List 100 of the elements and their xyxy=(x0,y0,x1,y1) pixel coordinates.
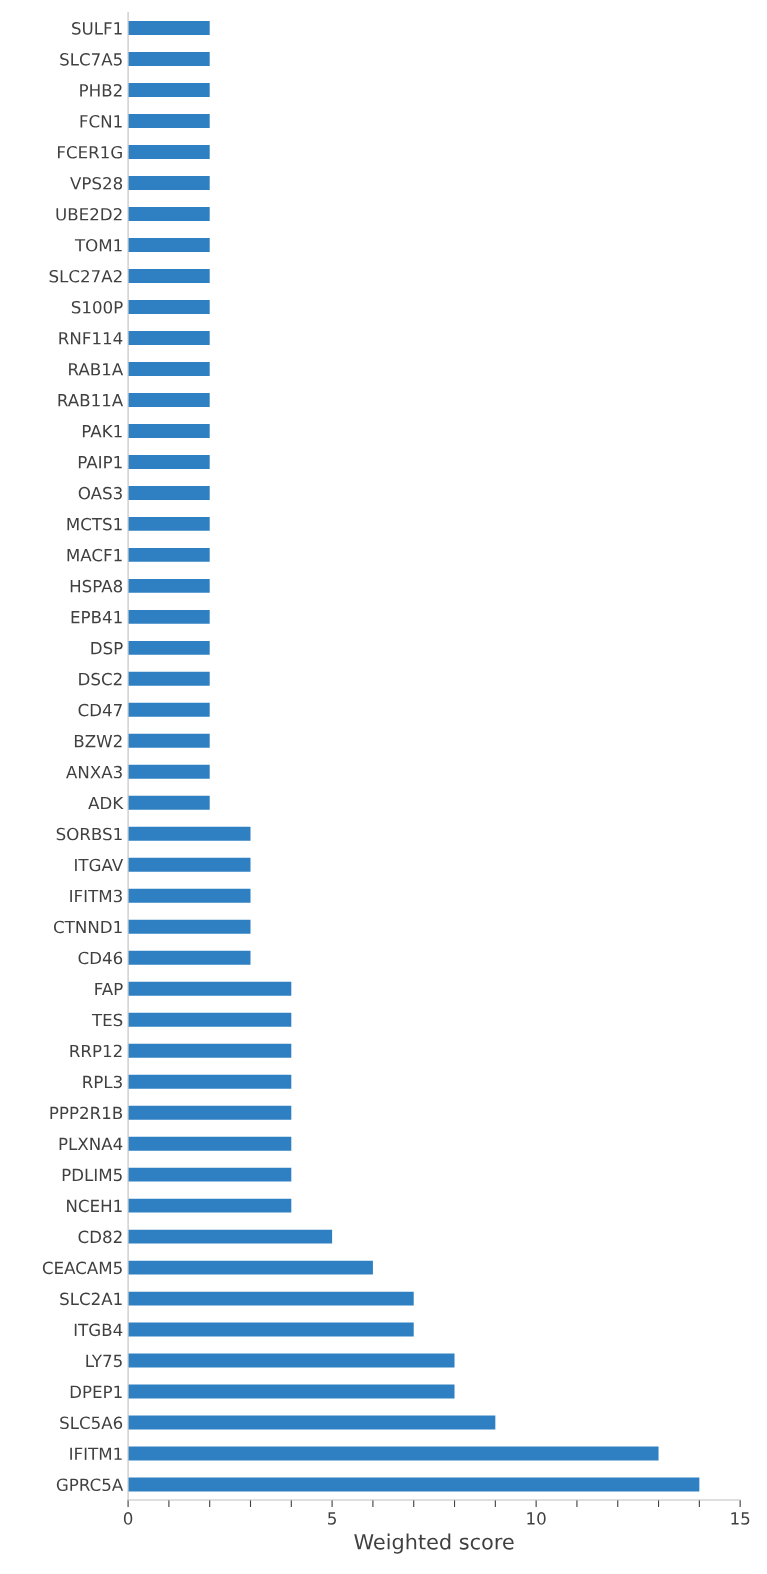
bar xyxy=(128,1043,292,1058)
y-tick-label: CD82 xyxy=(78,1230,122,1244)
bar xyxy=(128,1198,292,1213)
y-tick-label: OAS3 xyxy=(78,486,122,500)
y-tick-label: CD46 xyxy=(78,951,123,965)
y-tick-label: DPEP1 xyxy=(70,1385,122,1398)
y-tick-label: PPP2R1B xyxy=(50,1106,123,1119)
y-tick-label: RNF114 xyxy=(59,332,123,345)
bar xyxy=(128,485,210,500)
y-tick-label: MACF1 xyxy=(67,548,122,562)
y-tick-label: PDLIM5 xyxy=(62,1168,122,1182)
bar xyxy=(128,981,292,996)
bar xyxy=(128,454,210,469)
bar xyxy=(128,1477,700,1492)
y-tick-label: PAK1 xyxy=(82,425,122,438)
y-tick-label: SLC5A6 xyxy=(60,1416,123,1430)
bar xyxy=(128,1353,455,1368)
bar xyxy=(128,640,210,655)
bar xyxy=(128,795,210,810)
bar xyxy=(128,1229,333,1244)
y-tick-label: RAB11A xyxy=(58,394,124,407)
bar xyxy=(128,1012,292,1027)
y-tick-label: DSP xyxy=(91,641,123,655)
y-tick-label: CD47 xyxy=(78,703,122,717)
y-tick-label: VPS28 xyxy=(70,176,123,190)
bar xyxy=(128,1074,292,1089)
y-tick-label: PLXNA4 xyxy=(59,1137,123,1150)
bar xyxy=(128,1415,496,1430)
y-tick-label: DSC2 xyxy=(79,672,122,686)
y-tick-label: ADK xyxy=(88,796,124,810)
y-tick-label: RRP12 xyxy=(70,1044,122,1058)
bar xyxy=(128,888,251,903)
bar xyxy=(128,176,210,190)
y-tick-label: RAB1A xyxy=(69,363,124,376)
bar xyxy=(128,516,210,531)
bar xyxy=(128,423,210,438)
bar xyxy=(128,609,210,624)
y-tick-label: FCN1 xyxy=(80,115,122,128)
y-tick-label: S100P xyxy=(71,300,123,314)
bar xyxy=(128,857,251,872)
bar xyxy=(128,300,210,314)
y-tick-label: PHB2 xyxy=(80,84,122,97)
y-tick-label: SLC27A2 xyxy=(49,269,122,283)
y-tick-label: EPB41 xyxy=(71,611,122,624)
bar xyxy=(128,145,210,160)
y-tick-label: NCEH1 xyxy=(67,1199,122,1213)
y-tick-label: SORBS1 xyxy=(56,827,122,841)
bar xyxy=(128,1384,455,1399)
bar xyxy=(128,52,210,67)
bar xyxy=(128,578,210,593)
y-tick-label: ITGB4 xyxy=(74,1323,123,1337)
bar xyxy=(128,764,210,779)
x-tick-label: 5 xyxy=(328,1512,336,1525)
bar xyxy=(128,269,210,283)
x-tick-label: 15 xyxy=(731,1512,750,1525)
bar xyxy=(128,207,210,221)
bar xyxy=(128,392,210,407)
y-tick-label: GPRC5A xyxy=(56,1478,124,1492)
bar xyxy=(128,1105,292,1120)
y-tick-label: FCER1G xyxy=(58,146,122,159)
bar xyxy=(128,238,210,252)
bar xyxy=(128,83,210,98)
y-tick-label: RPL3 xyxy=(83,1075,122,1089)
x-tick-label: 10 xyxy=(527,1512,546,1525)
y-tick-label: IFITM3 xyxy=(70,889,122,903)
y-tick-label: UBE2D2 xyxy=(56,207,122,221)
y-tick-label: MCTS1 xyxy=(67,517,122,531)
bar xyxy=(128,21,210,36)
x-tick-label: 0 xyxy=(123,1512,133,1525)
y-tick-label: LY75 xyxy=(86,1354,122,1368)
y-tick-label: TOM1 xyxy=(74,238,122,252)
y-tick-label: SLC7A5 xyxy=(60,53,122,66)
bar xyxy=(128,1260,373,1275)
bar xyxy=(128,547,210,562)
bar xyxy=(128,671,210,686)
y-tick-label: IFITM1 xyxy=(70,1447,122,1460)
bar xyxy=(128,330,210,345)
bar xyxy=(128,114,210,129)
bar xyxy=(128,702,210,717)
y-tick-label: TES xyxy=(91,1013,123,1027)
y-tick-label: BZW2 xyxy=(74,734,122,748)
y-tick-label: HSPA8 xyxy=(70,579,123,593)
y-tick-label: CTNND1 xyxy=(53,920,122,934)
bar xyxy=(128,361,210,376)
y-tick-label: SLC2A1 xyxy=(60,1292,122,1306)
bar xyxy=(128,826,251,841)
y-tick-label: CEACAM5 xyxy=(42,1261,122,1275)
bar xyxy=(128,1291,414,1306)
bar xyxy=(128,919,251,934)
bar xyxy=(128,1167,292,1182)
bar xyxy=(128,1322,414,1337)
x-axis-title: Weighted score xyxy=(354,1533,514,1554)
bar xyxy=(128,1446,659,1461)
y-tick-label: SULF1 xyxy=(72,22,122,35)
y-tick-label: PAIP1 xyxy=(78,456,122,469)
y-tick-label: ITGAV xyxy=(75,858,124,872)
bar xyxy=(128,733,210,748)
bar xyxy=(128,1136,292,1151)
bar xyxy=(128,950,251,965)
y-tick-label: FAP xyxy=(95,982,123,996)
